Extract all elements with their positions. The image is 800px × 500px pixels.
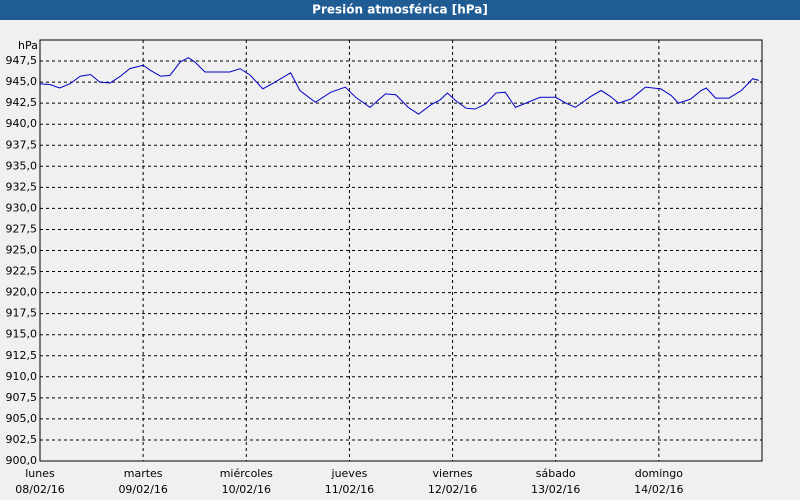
x-tick-label: domingo [635,467,683,480]
x-tick-label: lunes [25,467,55,480]
y-tick-label: 905,0 [6,412,38,425]
y-tick-label: 900,0 [6,454,38,467]
y-unit-label: hPa [18,39,38,52]
x-tick-label: viernes [433,467,473,480]
y-tick-label: 945,0 [6,75,38,88]
y-tick-label: 927,5 [6,222,38,235]
y-tick-label: 922,5 [6,265,38,278]
plot-frame [39,39,763,462]
x-tick-date: 10/02/16 [222,483,271,496]
y-tick-label: 932,5 [6,180,38,193]
y-tick-label: 935,0 [6,159,38,172]
y-tick-label: 902,5 [6,433,38,446]
y-tick-label: 910,0 [6,370,38,383]
y-tick-label: 912,5 [6,349,38,362]
x-tick-label: jueves [331,467,368,480]
x-tick-label: martes [124,467,163,480]
y-tick-label: 937,5 [6,138,38,151]
x-tick-label: miércoles [220,467,273,480]
x-tick-date: 11/02/16 [325,483,374,496]
x-tick-date: 13/02/16 [531,483,580,496]
y-tick-label: 940,0 [6,117,38,130]
title-bar [0,0,800,20]
y-tick-label: 947,5 [6,54,38,67]
y-tick-label: 915,0 [6,328,38,341]
y-tick-label: 907,5 [6,391,38,404]
x-tick-date: 08/02/16 [15,483,64,496]
x-tick-date: 09/02/16 [118,483,167,496]
y-tick-label: 920,0 [6,286,38,299]
chart-title: Presión atmosférica [hPa] [312,3,488,17]
x-tick-date: 14/02/16 [634,483,683,496]
y-tick-label: 930,0 [6,201,38,214]
y-tick-label: 942,5 [6,96,38,109]
x-tick-label: sábado [536,467,576,480]
x-tick-date: 12/02/16 [428,483,477,496]
y-tick-label: 917,5 [6,307,38,320]
y-tick-label: 925,0 [6,244,38,257]
line [39,57,760,115]
